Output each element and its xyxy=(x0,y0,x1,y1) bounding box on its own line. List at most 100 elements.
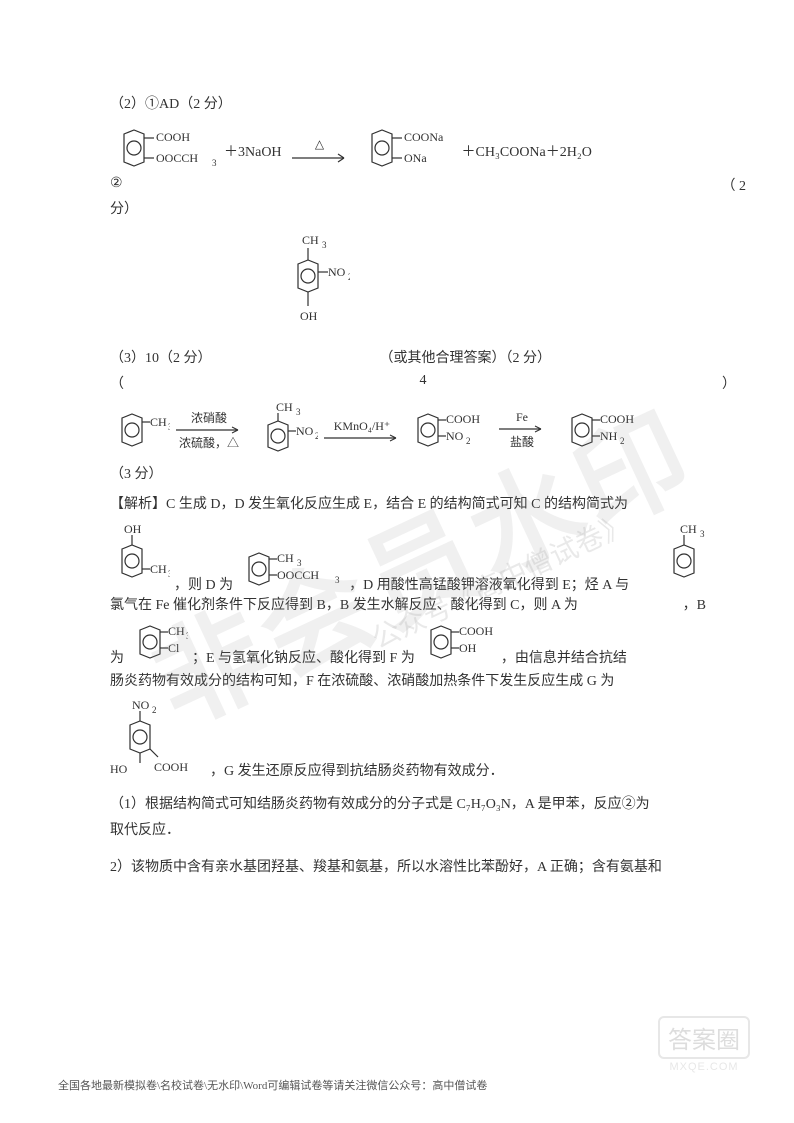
svg-text:3: 3 xyxy=(322,240,327,250)
row-ab: 氯气在 Fe 催化剂条件下反应得到 B，B 发生水解反应、酸化得到 C，则 A … xyxy=(110,594,706,614)
svg-text:OH: OH xyxy=(124,522,142,536)
svg-text:2: 2 xyxy=(152,705,157,715)
svg-text:ONa: ONa xyxy=(404,151,427,165)
arrow-kmno4: KMnO₄/H⁺ xyxy=(322,419,402,442)
svg-text:3: 3 xyxy=(335,575,340,585)
row-3: （3）10（2 分） （或其他合理答案）（2 分） xyxy=(110,347,706,367)
aminobenzoic: COOH NH2 xyxy=(560,406,638,455)
row-cd: OH CH3 ，则 D 为 CH3 OOCCH3 ，D 用酸性高锰酸钾溶液氧化得… xyxy=(110,521,706,594)
svg-text:3: 3 xyxy=(186,631,188,641)
svg-text:3: 3 xyxy=(297,558,302,568)
mol-d: CH3 OOCCH3 xyxy=(237,545,345,594)
svg-text:2: 2 xyxy=(620,436,625,446)
svg-text:CH: CH xyxy=(302,233,319,247)
a2-top: KMnO₄/H⁺ xyxy=(334,419,391,434)
mol-g: NO2 HO COOH xyxy=(110,697,206,780)
score-2: （ 2 xyxy=(722,175,747,195)
answer-2-1: （2）①AD（2 分） xyxy=(110,94,706,116)
svg-text:COOH: COOH xyxy=(156,130,190,144)
paren-l: （ xyxy=(110,373,124,393)
svg-text:3: 3 xyxy=(168,569,170,579)
svg-text:COONa: COONa xyxy=(404,130,444,144)
score-2b: 分） xyxy=(110,199,706,221)
a3-top: Fe xyxy=(516,410,528,425)
a1-bot: 浓硫酸，△ xyxy=(179,434,239,451)
svg-text:3: 3 xyxy=(700,529,705,539)
arrow-top-label: △ xyxy=(315,137,324,152)
svg-text:OOCCH: OOCCH xyxy=(277,568,319,582)
svg-text:3: 3 xyxy=(212,158,217,168)
analysis-1: 【解析】C 生成 D，D 发生氧化反应生成 E，结合 E 的结构简式可知 C 的… xyxy=(110,494,706,516)
reaction-2: CH3 浓硝酸 浓硫酸，△ CH3 NO2 KMnO₄/H⁺ COOH N xyxy=(110,401,706,460)
label-2: ② xyxy=(110,175,123,195)
svg-text:3: 3 xyxy=(168,422,170,432)
plus-3naoh: ＋3NaOH xyxy=(224,141,282,161)
mol-b: CH3 Cl xyxy=(128,618,188,667)
svg-text:OH: OH xyxy=(300,309,318,323)
svg-text:CH: CH xyxy=(276,401,293,414)
txt-d-oxid: ，D 用酸性高锰酸钾溶液氧化得到 E；烃 A 与 xyxy=(349,574,658,594)
conc-1: （1）根据结构简式可知结肠炎药物有效成分的分子式是 C₇H₇O₃N，A 是甲苯，… xyxy=(110,794,706,816)
page-footer: 全国各地最新模拟卷\名校试卷\无水印\Word可编辑试卷等请关注微信公众号：高中… xyxy=(58,1077,487,1093)
svg-text:NH: NH xyxy=(600,429,618,443)
svg-text:CH: CH xyxy=(168,624,185,638)
benzene-lhs: COOH OOCCH 3 xyxy=(110,126,220,175)
svg-text:CH: CH xyxy=(150,562,167,576)
score-4: （3 分） xyxy=(110,464,706,486)
txt-g-red: ，G 发生还原反应得到抗结肠炎药物有效成分． xyxy=(210,760,504,780)
reaction-1: COOH OOCCH 3 ＋3NaOH △ COONa ONa ＋CH₃COONa… xyxy=(110,126,706,175)
paren-r: ） xyxy=(722,373,736,393)
svg-text:NO: NO xyxy=(446,429,464,443)
answer-3-alt: （或其他合理答案）（2 分） xyxy=(380,347,552,367)
num-4: 4 xyxy=(420,373,427,393)
svg-text:COOH: COOH xyxy=(600,412,634,426)
conc-2: 2）该物质中含有亲水基团羟基、羧基和氨基，所以水溶性比苯酚好，A 正确；含有氨基… xyxy=(110,857,706,879)
logo-text: 答案圈 xyxy=(658,1016,750,1059)
txt-info: ，由信息并结合抗结 xyxy=(501,647,627,667)
row-g: NO2 HO COOH ，G 发生还原反应得到抗结肠炎药物有效成分． xyxy=(110,697,706,780)
a1-top: 浓硝酸 xyxy=(191,409,227,426)
mol-a: CH3 xyxy=(662,521,706,594)
svg-text:2: 2 xyxy=(348,272,350,282)
svg-text:3: 3 xyxy=(296,407,301,417)
row-2-label: ② （ 2 xyxy=(110,175,706,195)
conc-1b: 取代反应． xyxy=(110,820,706,842)
mol-c: OH CH3 xyxy=(110,521,170,594)
benzene-rhs: COONa ONa xyxy=(358,126,458,175)
toluene: CH3 xyxy=(110,406,170,455)
svg-text:2: 2 xyxy=(466,436,471,446)
mol-f: COOH OH xyxy=(419,618,497,667)
reaction-tail: ＋CH₃COONa＋2H₂O xyxy=(462,141,592,161)
svg-text:CH: CH xyxy=(277,551,294,565)
arrow-fe: Fe 盐酸 xyxy=(488,410,556,450)
svg-text:CH: CH xyxy=(150,415,167,429)
nitrotoluene: CH3 NO2 xyxy=(248,401,318,460)
svg-text:COOH: COOH xyxy=(459,624,493,638)
answer-3: （3）10（2 分） xyxy=(110,347,212,367)
logo-corner: 答案圈 MXQE.COM xyxy=(658,1016,750,1073)
svg-text:COOH: COOH xyxy=(446,412,480,426)
txt-cl2: 氯气在 Fe 催化剂条件下反应得到 B，B 发生水解反应、酸化得到 C，则 A … xyxy=(110,594,679,614)
svg-text:2: 2 xyxy=(315,431,318,441)
svg-text:OOCCH: OOCCH xyxy=(156,151,198,165)
svg-text:COOH: COOH xyxy=(154,760,188,774)
nitrobenzoic: COOH NO2 xyxy=(406,406,484,455)
page-root: 非会员水印 公众号《高中僧试卷》 （2）①AD（2 分） COOH OOCCH3… xyxy=(0,0,794,1123)
txt-b: ，B xyxy=(683,594,706,614)
svg-text:NO: NO xyxy=(132,698,150,712)
txt-ef: ；E 与氢氧化钠反应、酸化得到 F 为 xyxy=(192,647,415,667)
mol-vertical: CH3 NO2 OH xyxy=(270,232,706,347)
row-bef: 为 CH3 Cl ；E 与氢氧化钠反应、酸化得到 F 为 COOH OH ，由信… xyxy=(110,618,706,667)
svg-text:NO: NO xyxy=(328,265,346,279)
txt-wei: 为 xyxy=(110,647,124,667)
logo-url: MXQE.COM xyxy=(658,1061,750,1073)
arrow-heat: △ xyxy=(286,137,354,164)
svg-text:OH: OH xyxy=(459,641,477,655)
svg-text:NO: NO xyxy=(296,424,314,438)
svg-text:CH: CH xyxy=(680,522,697,536)
arrow-nitration: 浓硝酸 浓硫酸，△ xyxy=(174,409,244,451)
a3-bot: 盐酸 xyxy=(510,433,534,450)
row-4: （ 4 ） xyxy=(110,373,706,393)
analysis-g: 肠炎药物有效成分的结构可知，F 在浓硫酸、浓硝酸加热条件下发生反应生成 G 为 xyxy=(110,671,706,693)
txt-then-d: ，则 D 为 xyxy=(174,574,233,594)
